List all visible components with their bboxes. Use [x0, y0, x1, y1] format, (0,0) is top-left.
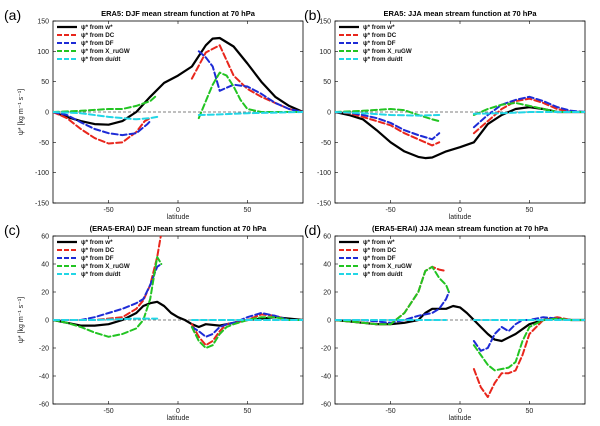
- series-group: [53, 36, 303, 145]
- legend-label: ψ* from DF: [81, 255, 114, 262]
- series-line-4: [53, 256, 303, 349]
- y-axis-label: ψ* [kg m⁻¹ s⁻¹]: [18, 297, 25, 343]
- y-tick-label: -100: [35, 170, 49, 177]
- series-line-5: [53, 111, 303, 121]
- x-tick-label: 0: [176, 408, 180, 415]
- y-tick-label: -40: [321, 374, 331, 381]
- series-line-2: [335, 265, 585, 398]
- legend-label: ψ* from du/dt: [363, 56, 402, 63]
- y-tick-label: 20: [323, 290, 331, 297]
- chart-title: ERA5: JJA mean stream function at 70 hPa: [383, 9, 537, 18]
- panel-label: (c): [4, 222, 20, 238]
- x-tick-label: 50: [244, 207, 252, 214]
- legend: ψ* from w*ψ* from DCψ* from DFψ* from X_…: [57, 24, 130, 63]
- y-tick-label: 60: [323, 234, 331, 241]
- x-axis-label: latitude: [449, 415, 472, 422]
- panel-label: (a): [4, 7, 21, 23]
- legend-label: ψ* from w*: [363, 239, 395, 246]
- x-axis-label: latitude: [167, 214, 190, 221]
- y-tick-label: 100: [37, 49, 49, 56]
- panel-label: (b): [304, 7, 321, 23]
- legend-label: ψ* from X_ruGW: [81, 263, 130, 270]
- y-tick-label: 150: [37, 19, 49, 26]
- x-tick-label: 0: [458, 207, 462, 214]
- y-tick-label: 50: [323, 79, 331, 86]
- y-tick-label: 100: [319, 49, 331, 56]
- y-tick-label: -150: [317, 201, 331, 208]
- series-line-3: [335, 291, 585, 352]
- chart-title: ERA5: DJF mean stream function at 70 hPa: [101, 9, 256, 18]
- panel-label: (d): [304, 222, 321, 238]
- x-tick-label: -50: [103, 408, 113, 415]
- y-tick-label: -60: [321, 402, 331, 409]
- legend: ψ* from w*ψ* from DCψ* from DFψ* from X_…: [339, 239, 412, 278]
- legend-label: ψ* from w*: [363, 24, 395, 31]
- chart-panel-d: (d) (ERA5-ERAI) JJA mean stream function …: [304, 222, 586, 422]
- chart-panel-b: (b) ERA5: JJA mean stream function at 70 …: [304, 7, 586, 221]
- x-tick-label: -50: [385, 408, 395, 415]
- y-tick-label: -20: [39, 346, 49, 353]
- chart-title: (ERA5-ERAI) JJA mean stream function at …: [372, 224, 549, 233]
- x-tick-label: 0: [176, 207, 180, 214]
- legend-label: ψ* from DF: [363, 255, 396, 262]
- legend-label: ψ* from w*: [81, 24, 113, 31]
- y-tick-label: 40: [41, 262, 49, 269]
- x-tick-label: 50: [244, 408, 252, 415]
- legend-label: ψ* from X_ruGW: [81, 48, 130, 55]
- y-tick-label: -50: [321, 140, 331, 147]
- x-tick-label: 50: [526, 207, 534, 214]
- legend-label: ψ* from DC: [81, 32, 115, 39]
- legend-label: ψ* from X_ruGW: [363, 263, 412, 270]
- y-tick-label: 0: [327, 110, 331, 117]
- y-tick-label: 60: [41, 234, 49, 241]
- legend: ψ* from w*ψ* from DCψ* from DFψ* from X_…: [339, 24, 412, 63]
- series-line-3: [53, 50, 303, 137]
- legend-label: ψ* from DC: [81, 247, 115, 254]
- legend-label: ψ* from w*: [81, 239, 113, 246]
- series-line-3: [335, 95, 585, 141]
- series-group: [335, 265, 585, 398]
- x-tick-label: 50: [526, 408, 534, 415]
- x-tick-label: -50: [385, 207, 395, 214]
- y-tick-label: 20: [41, 290, 49, 297]
- y-tick-label: -20: [321, 346, 331, 353]
- legend-label: ψ* from du/dt: [81, 56, 120, 63]
- y-axis-label: ψ* [kg m⁻¹ s⁻¹]: [18, 89, 25, 135]
- y-tick-label: 40: [323, 262, 331, 269]
- y-tick-label: 0: [327, 318, 331, 325]
- series-line-5: [53, 317, 303, 321]
- series-line-1: [53, 36, 303, 126]
- series-line-2: [335, 97, 585, 147]
- legend-label: ψ* from DC: [363, 32, 397, 39]
- x-axis-label: latitude: [449, 214, 472, 221]
- series-line-4: [335, 265, 585, 372]
- y-tick-label: 0: [45, 318, 49, 325]
- x-tick-label: -50: [103, 207, 113, 214]
- legend-label: ψ* from du/dt: [363, 271, 402, 278]
- x-tick-label: 0: [458, 408, 462, 415]
- legend-label: ψ* from DF: [81, 40, 114, 47]
- legend: ψ* from w*ψ* from DCψ* from DFψ* from X_…: [57, 239, 130, 278]
- chart-panel-a: (a) ERA5: DJF mean stream function at 70 …: [4, 7, 304, 221]
- y-tick-label: -60: [39, 402, 49, 409]
- series-line-4: [53, 71, 303, 120]
- y-tick-label: 50: [41, 79, 49, 86]
- y-tick-label: -100: [317, 170, 331, 177]
- y-tick-label: -40: [39, 374, 49, 381]
- y-tick-label: 0: [45, 110, 49, 117]
- legend-label: ψ* from DC: [363, 247, 397, 254]
- legend-label: ψ* from du/dt: [81, 271, 120, 278]
- y-tick-label: -150: [35, 201, 49, 208]
- y-tick-label: -50: [39, 140, 49, 147]
- y-tick-label: 150: [319, 19, 331, 26]
- legend-label: ψ* from DF: [363, 40, 396, 47]
- x-axis-label: latitude: [167, 415, 190, 422]
- chart-panel-c: (c) (ERA5-ERAI) DJF mean stream function …: [4, 222, 304, 422]
- series-group: [53, 236, 303, 349]
- series-line-5: [335, 111, 585, 117]
- legend-label: ψ* from X_ruGW: [363, 48, 412, 55]
- series-group: [335, 95, 585, 160]
- chart-title: (ERA5-ERAI) DJF mean stream function at …: [90, 224, 268, 233]
